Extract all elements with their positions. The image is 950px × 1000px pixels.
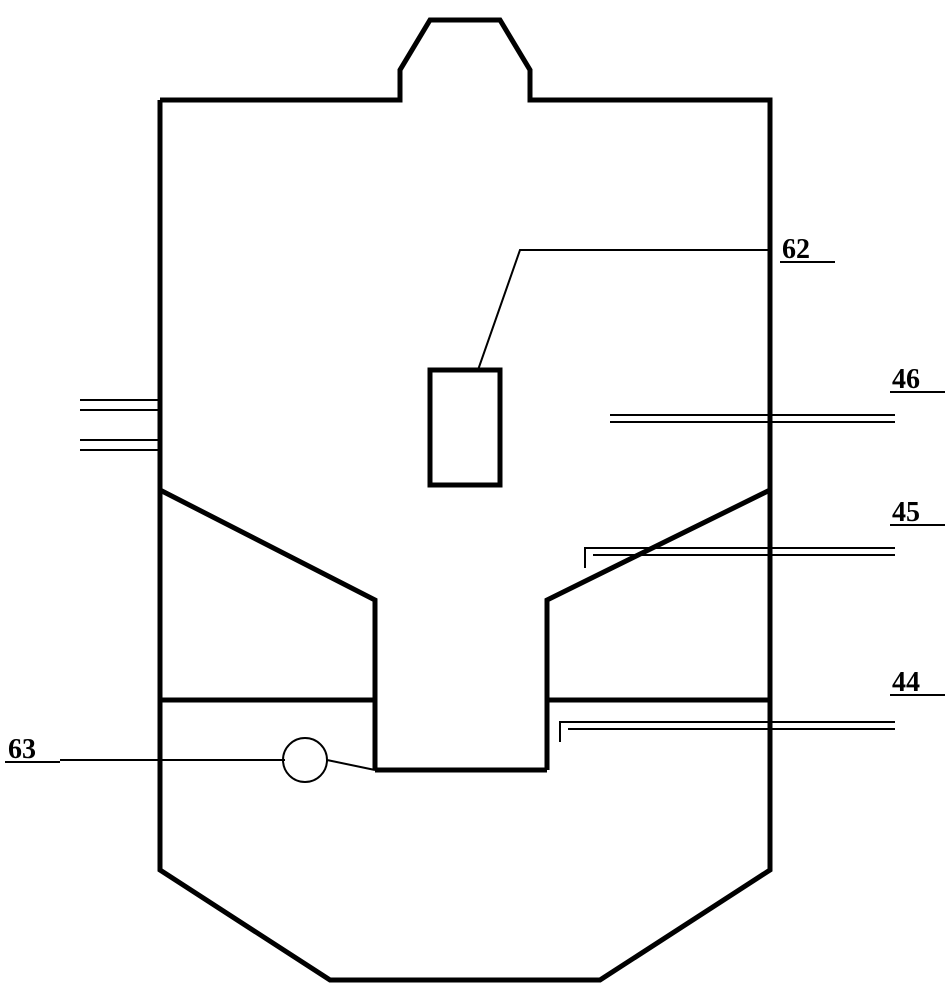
label-45: 45 bbox=[892, 497, 920, 528]
label-46: 46 bbox=[892, 364, 920, 395]
label-63: 63 bbox=[8, 734, 36, 765]
label-62: 62 bbox=[782, 234, 810, 265]
component-63 bbox=[283, 738, 327, 782]
label-44: 44 bbox=[892, 667, 920, 698]
component-62 bbox=[430, 370, 500, 485]
